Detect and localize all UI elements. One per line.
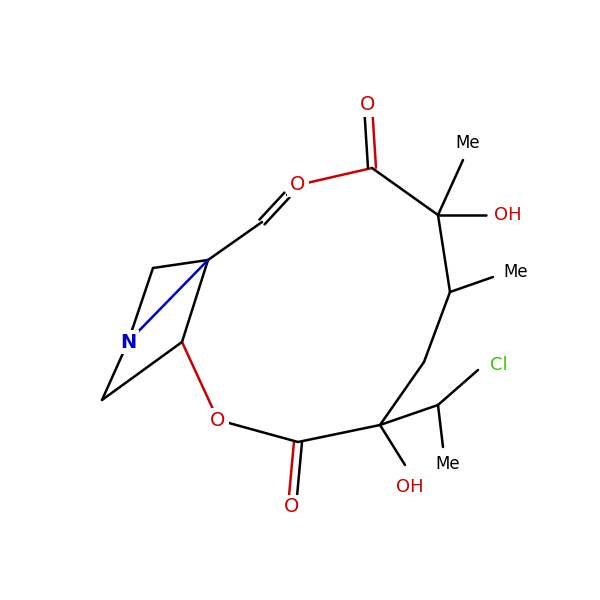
Text: N: N xyxy=(120,332,136,352)
Text: O: O xyxy=(284,497,299,517)
Text: Me: Me xyxy=(455,134,481,152)
Text: O: O xyxy=(211,410,226,430)
Text: O: O xyxy=(290,175,305,194)
Text: OH: OH xyxy=(494,206,521,224)
Text: Me: Me xyxy=(436,455,460,473)
Text: O: O xyxy=(361,95,376,115)
Text: Cl: Cl xyxy=(490,356,508,374)
Text: Me: Me xyxy=(503,263,527,281)
Text: OH: OH xyxy=(396,478,424,496)
